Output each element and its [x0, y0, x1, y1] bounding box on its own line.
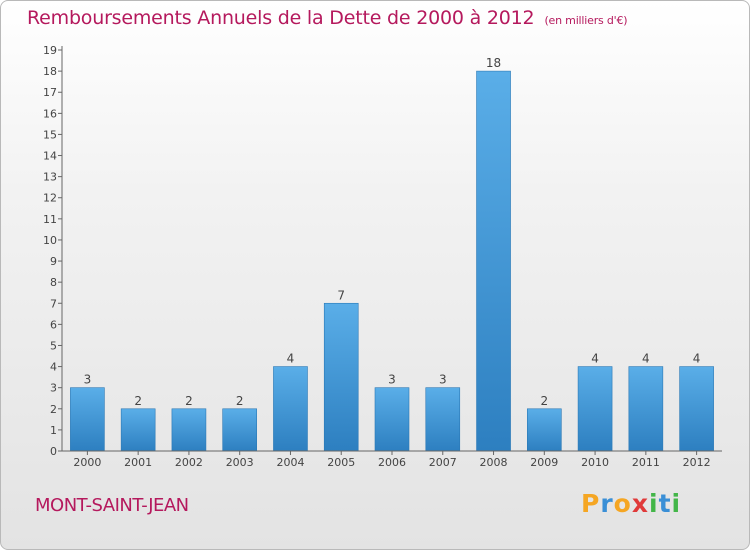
bar-value-label: 4 — [591, 352, 599, 366]
y-tick-label: 12 — [43, 192, 57, 205]
logo-letter: r — [600, 489, 614, 518]
y-tick-label: 13 — [43, 171, 57, 184]
bars: 3 2 2 2 4 7 3 3 18 2 4 4 4 — [70, 56, 714, 452]
bar-value-label: 3 — [439, 373, 447, 387]
x-tick-label: 2004 — [276, 456, 304, 469]
y-tick-label: 15 — [43, 128, 57, 141]
bar-value-label: 4 — [693, 352, 701, 366]
x-tick-label: 2012 — [683, 456, 711, 469]
bar-2000 — [70, 387, 105, 452]
bar-value-label: 3 — [388, 373, 396, 387]
y-tick-label: 5 — [50, 339, 57, 352]
bar-2004 — [273, 366, 308, 452]
y-tick-label: 10 — [43, 234, 57, 247]
bar-2005 — [323, 302, 359, 452]
city-name: MONT-SAINT-JEAN — [35, 495, 189, 516]
bar-2007 — [425, 387, 461, 452]
bar-2012 — [679, 366, 714, 452]
y-tick-label: 7 — [50, 297, 57, 310]
y-tick-label: 3 — [50, 382, 57, 395]
bar-2001 — [120, 408, 156, 452]
x-tick-label: 2010 — [581, 456, 609, 469]
x-tick-label: 2001 — [124, 456, 152, 469]
bar-2003 — [222, 408, 257, 452]
bar-value-label: 18 — [486, 56, 501, 70]
x-tick-label: 2007 — [429, 456, 457, 469]
x-tick-label: 2002 — [175, 456, 203, 469]
y-tick-label: 14 — [43, 150, 57, 163]
x-tick-label: 2011 — [632, 456, 660, 469]
proxiti-logo: Proxiti — [581, 489, 681, 518]
bar-value-label: 2 — [134, 394, 142, 408]
bar-2006 — [374, 387, 410, 452]
x-tick-label: 2009 — [530, 456, 558, 469]
bar-value-label: 7 — [337, 288, 345, 302]
bar-2010 — [577, 366, 613, 452]
y-tick-label: 18 — [43, 65, 57, 78]
x-tick-label: 2000 — [73, 456, 101, 469]
bar-value-label: 2 — [185, 394, 193, 408]
bar-2002 — [171, 408, 207, 452]
logo-letter: t — [658, 489, 672, 518]
logo-letter: x — [631, 489, 649, 518]
y-tick-label: 0 — [50, 445, 57, 458]
bar-value-label: 4 — [287, 352, 295, 366]
y-tick-label: 1 — [50, 424, 57, 437]
x-tick-label: 2005 — [327, 456, 355, 469]
chart-subtitle: (en milliers d'€) — [544, 14, 628, 27]
y-tick-label: 11 — [43, 213, 57, 226]
bar-value-label: 2 — [236, 394, 244, 408]
y-tick-label: 8 — [50, 276, 57, 289]
y-tick-label: 4 — [50, 361, 57, 374]
bar-2008 — [476, 70, 511, 452]
bar-2011 — [628, 366, 664, 452]
bar-2009 — [527, 408, 562, 452]
bar-value-label: 4 — [642, 352, 650, 366]
chart-title: Remboursements Annuels de la Dette de 20… — [27, 7, 628, 29]
logo-letter: P — [581, 489, 601, 518]
title-text: Remboursements Annuels de la Dette de 20… — [27, 7, 535, 29]
x-tick-label: 2008 — [480, 456, 508, 469]
logo-letter: i — [649, 489, 659, 518]
x-tick-label: 2006 — [378, 456, 406, 469]
y-tick-label: 19 — [43, 44, 57, 57]
logo-letter: i — [671, 489, 682, 518]
y-tick-label: 6 — [50, 318, 57, 331]
y-tick-label: 17 — [43, 86, 57, 99]
y-tick-label: 16 — [43, 107, 57, 120]
y-tick-label: 2 — [50, 403, 57, 416]
x-axis: 2000 2001 2002 2003 2004 2005 2006 2007 2008 2009… — [62, 450, 722, 469]
bar-value-label: 2 — [540, 394, 548, 408]
y-tick-label: 9 — [50, 255, 57, 268]
logo-letter: o — [613, 489, 632, 518]
x-tick-label: 2003 — [226, 456, 254, 469]
bar-value-label: 3 — [84, 373, 92, 387]
